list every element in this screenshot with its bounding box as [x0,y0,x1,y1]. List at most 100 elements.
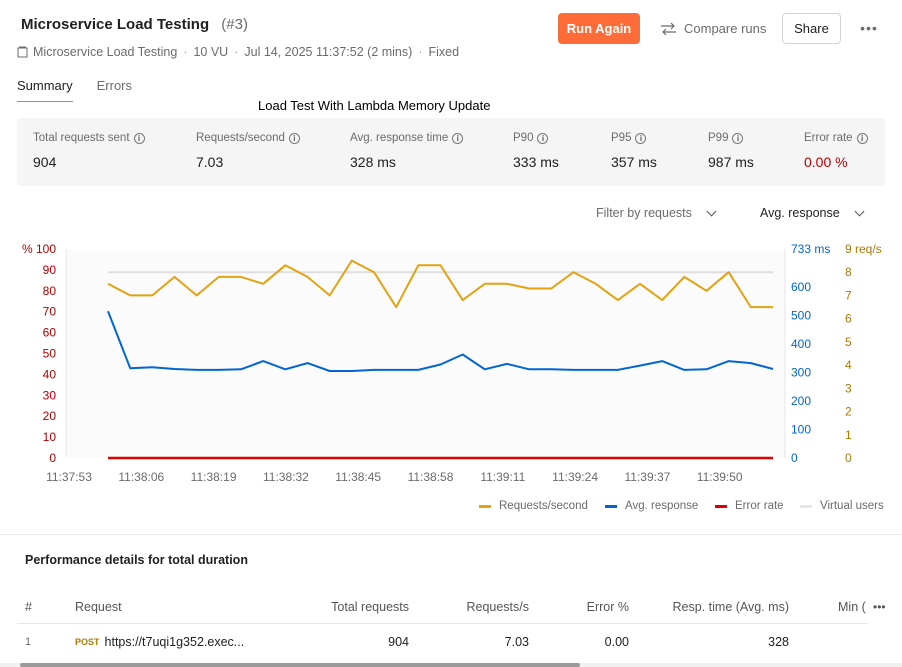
row-error: 0.00 [604,635,629,649]
row-requests-per-second: 7.03 [504,635,529,649]
stat-avg-response: Avg. response time i 328 ms [350,132,464,170]
run-date: Jul 14, 2025 11:37:52 (2 mins) [244,45,413,59]
left-axis-tick: 0 [49,451,56,465]
right-axis-tick: 9 req/s [845,242,882,256]
info-icon[interactable]: i [856,132,868,144]
mid-axis-tick: 300 [791,365,811,379]
left-axis-tick: 10 [43,430,57,444]
left-axis-tick: % 100 [22,242,56,256]
load-profile: Fixed [428,45,460,59]
request-url: https://t7uqi1g352.exec... [104,635,245,649]
legend-error-rate[interactable]: Error rate [715,500,784,512]
mid-axis-tick: 200 [791,394,811,408]
column-resp-time: Resp. time (Avg. ms) [672,600,789,614]
compare-runs-button[interactable]: Compare runs [654,13,772,44]
stat-p95: P95 i 357 ms [611,132,657,170]
compare-icon [661,22,676,35]
performance-title: Performance details for total duration [25,553,248,567]
column-requests-per-second: Requests/s [466,600,529,614]
divider [0,534,902,535]
collection-link[interactable]: Microservice Load Testing [33,45,178,59]
left-axis-tick: 50 [43,347,57,361]
left-axis-tick: 40 [43,367,57,381]
plot-area [66,249,785,458]
right-axis-tick: 3 [845,381,852,395]
http-method-badge: POST [75,637,100,647]
table-row[interactable]: 1 POST https://t7uqi1g352.exec... 904 7.… [17,625,868,659]
chevron-down-icon [706,206,717,216]
tab-summary[interactable]: Summary [17,78,73,102]
column-request: Request [75,600,122,614]
summary-stats: Total requests sent i 904 Requests/second… [17,118,885,186]
x-axis-tick: 11:38:32 [263,470,309,484]
virtual-users: 10 VU [193,45,229,59]
column-min: Min ( [838,600,866,614]
left-axis-tick: 70 [43,305,57,319]
stat-error-rate: Error rate i 0.00 % [804,132,868,170]
column-index: # [25,600,32,614]
stat-requests-per-second: Requests/second i 7.03 [196,132,300,170]
x-axis-tick: 11:38:58 [408,470,454,484]
info-icon[interactable]: i [452,132,464,144]
more-options-icon[interactable]: ••• [860,20,878,36]
x-axis-tick: 11:38:06 [118,470,164,484]
run-title: Microservice Load Testing [21,16,210,33]
page-title: Microservice Load Testing (#3) [21,16,248,33]
left-axis-tick: 80 [43,284,57,298]
table-header: # Request Total requests Requests/s Erro… [17,590,886,624]
row-resp-time: 328 [768,635,789,649]
chevron-down-icon [854,206,865,216]
row-index: 1 [25,636,32,648]
share-button[interactable]: Share [782,13,841,44]
x-axis-tick: 11:39:37 [624,470,670,484]
tab-errors[interactable]: Errors [96,78,133,93]
column-total-requests: Total requests [331,600,409,614]
mid-axis-tick: 500 [791,308,811,322]
run-meta: Microservice Load Testing · 10 VU · Jul … [17,45,459,59]
right-axis-tick: 6 [845,312,852,326]
requests-per-second-line [107,259,773,309]
collection-icon [17,46,28,58]
info-icon[interactable]: i [537,132,549,144]
mid-axis-tick: 733 ms [791,242,830,256]
tab-bar: Summary Errors [17,78,132,102]
row-request[interactable]: POST https://t7uqi1g352.exec... [75,625,244,659]
stat-p90: P90 i 333 ms [513,132,559,170]
stat-p99: P99 i 987 ms [708,132,754,170]
info-icon[interactable]: i [133,132,145,144]
horizontal-scrollbar[interactable] [20,663,580,667]
mid-axis-tick: 0 [791,451,798,465]
metric-dropdown[interactable]: Avg. response [760,206,865,220]
right-axis-tick: 5 [845,335,852,349]
compare-runs-label: Compare runs [684,21,767,36]
x-axis-tick: 11:39:24 [552,470,598,484]
right-axis-tick: 8 [845,265,852,279]
info-icon[interactable]: i [288,132,300,144]
left-axis-tick: 30 [43,388,57,402]
info-icon[interactable]: i [732,132,744,144]
right-axis-tick: 2 [845,405,852,419]
run-id: (#3) [221,16,248,33]
run-again-button[interactable]: Run Again [558,13,640,44]
mid-axis-tick: 600 [791,280,811,294]
x-axis-tick: 11:39:50 [697,470,743,484]
avg-response-line [107,310,774,372]
legend-virtual-users[interactable]: Virtual users [800,500,884,512]
legend-requests-per-second[interactable]: Requests/second [479,500,588,512]
info-icon[interactable]: i [635,132,647,144]
x-axis-tick: 11:38:45 [335,470,381,484]
x-axis-tick: 11:38:19 [191,470,237,484]
stat-total-requests: Total requests sent i 904 [33,132,145,170]
right-axis-tick: 1 [845,428,852,442]
left-axis-tick: 60 [43,326,57,340]
left-axis-tick: 90 [43,263,57,277]
column-options-icon[interactable]: ••• [873,600,886,614]
right-axis-tick: 4 [845,358,852,372]
mid-axis-tick: 400 [791,337,811,351]
filter-by-requests-dropdown[interactable]: Filter by requests [596,206,717,220]
x-axis-tick: 11:37:53 [46,470,92,484]
right-axis-tick: 7 [845,288,852,302]
legend-avg-response[interactable]: Avg. response [605,500,698,512]
mid-axis-tick: 100 [791,422,811,436]
